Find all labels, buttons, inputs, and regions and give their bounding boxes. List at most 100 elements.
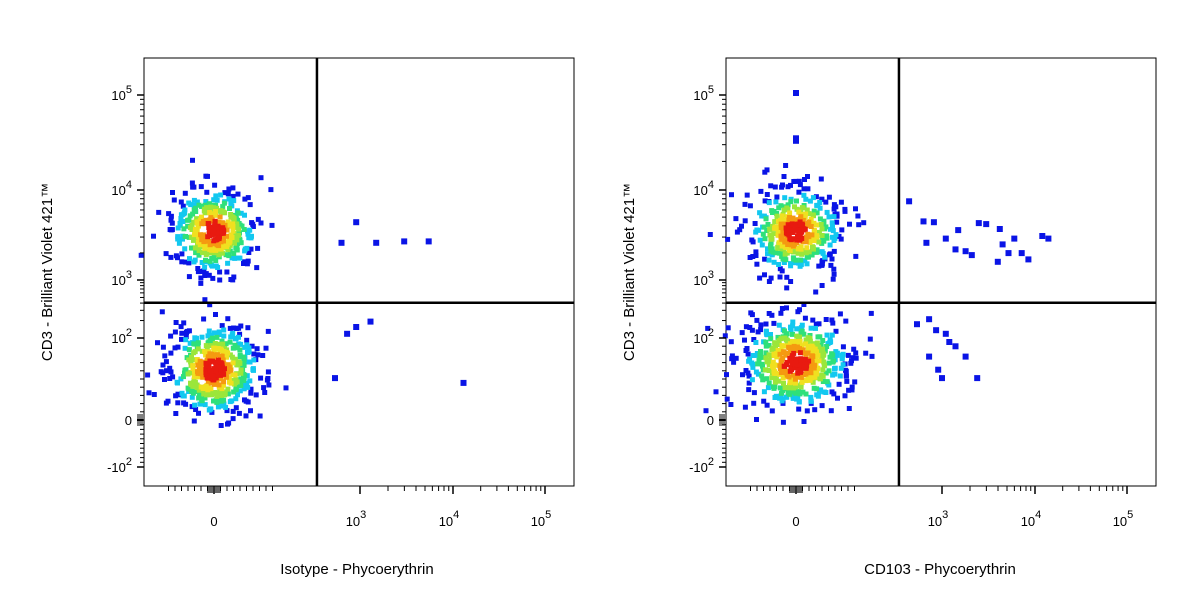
event-dot [223,404,229,410]
event-dot [811,365,817,371]
event-dot [237,388,243,394]
outlier-dot [1018,250,1025,257]
event-dot [203,257,208,263]
event-dot [763,343,769,349]
event-dot [187,256,192,262]
event-dot [804,408,810,414]
event-dot [796,178,802,184]
event-dot [763,339,769,345]
event-dot [808,224,814,229]
event-dot [182,207,188,213]
event-dot [848,360,854,366]
event-dot [827,354,833,360]
event-dot [794,383,800,389]
event-dot [227,352,233,358]
event-dot [221,379,227,385]
event-dot [227,339,233,345]
event-dot [783,352,789,358]
y-tick-label: 0 [125,413,132,428]
event-dot [794,206,800,212]
event-dot [760,377,766,383]
event-dot [851,346,857,352]
event-dot [215,240,221,246]
event-dot [146,390,152,396]
event-dot [236,226,242,232]
event-dot [733,355,739,361]
event-dot [230,360,236,366]
event-dot [231,198,237,204]
event-dot [189,354,194,360]
event-dot [199,204,205,209]
outlier-dot [338,239,345,246]
event-dot [204,243,210,249]
event-dot [241,386,247,392]
event-dot [762,272,767,278]
event-dot [207,258,213,264]
event-dot [801,372,807,378]
event-dot [774,194,780,200]
event-dot [747,255,753,260]
event-dot [807,367,813,373]
event-dot [817,249,823,255]
event-dot [731,359,737,365]
event-dot [227,379,232,385]
event-dot [210,275,216,281]
event-dot [713,389,719,395]
event-dot [769,408,775,414]
event-dot [233,405,239,411]
event-dot [791,343,797,349]
event-dot [781,228,787,234]
event-dot [796,388,801,394]
event-dot [211,381,217,387]
event-dot [206,272,212,278]
event-dot [231,274,237,280]
event-dot [840,362,846,368]
event-dot [779,253,785,259]
event-dot [196,202,202,208]
event-dot [211,197,217,203]
event-dot [774,211,780,216]
x-tick-label: 0 [792,514,799,529]
event-dot [775,244,781,250]
event-dot [212,359,218,365]
event-dot [782,217,787,223]
event-dot [831,271,837,277]
event-dot [737,227,743,233]
event-dot [777,266,783,272]
event-dot [188,202,194,208]
event-dot [217,214,223,220]
event-dot [829,332,835,338]
outlier-dot [344,330,351,337]
event-dot [201,391,207,397]
event-dot [208,406,213,412]
event-dot [244,342,250,348]
event-dot [208,390,214,396]
event-dot [826,368,832,374]
event-dot [826,360,832,366]
event-dot [205,363,211,369]
event-dot [829,220,835,226]
event-dot [263,345,269,351]
event-dot [189,180,195,186]
event-dot [803,391,809,397]
event-dot [733,216,739,222]
event-dot [180,219,186,224]
y-axis: -102 0 102 103 104 105 [689,84,726,475]
event-dot [782,385,788,390]
event-dot [814,247,820,253]
event-dot [797,236,803,242]
event-dot [823,317,829,322]
event-dot [784,394,790,400]
event-dot [198,269,204,274]
y-tick-label: 105 [111,84,132,103]
event-dot [212,341,218,346]
event-dot [198,275,204,281]
event-dot [782,374,788,379]
event-dot [759,213,765,219]
event-dot [245,384,251,390]
event-dot [244,337,250,343]
event-dot [779,213,785,219]
event-dot [757,237,763,243]
event-dot [762,367,768,373]
